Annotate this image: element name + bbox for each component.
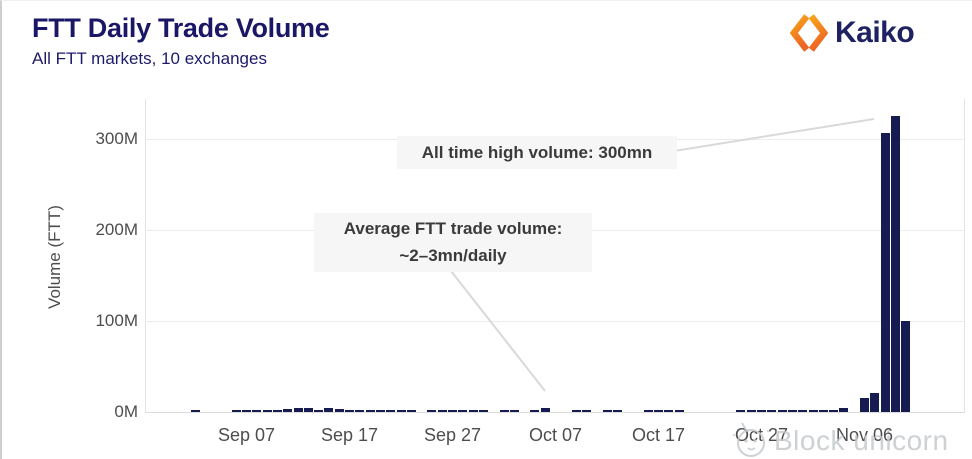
volume-bar-Sep-08 <box>252 410 262 412</box>
x-tick-Sep-07: Sep 07 <box>217 425 276 445</box>
volume-bar-Sep-09 <box>262 410 272 412</box>
y-tick-0M: 0M <box>114 402 138 421</box>
volume-bar-Sep-21 <box>386 410 396 412</box>
kaiko-wordmark: Kaiko <box>835 16 915 49</box>
volume-bar-Nov-02 <box>818 410 828 412</box>
volume-bar-Sep-12 <box>293 408 303 412</box>
volume-bar-Sep-15 <box>324 408 334 412</box>
volume-bar-Oct-30 <box>787 410 797 412</box>
volume-bar-Oct-19 <box>674 410 684 412</box>
volume-bar-Sep-14 <box>314 410 324 412</box>
volume-bar-Sep-13 <box>303 408 313 412</box>
page-subtitle: All FTT markets, 10 exchanges <box>32 49 267 68</box>
gridline-100M <box>145 321 964 322</box>
annotation-all-time-high: All time high volume: 300mn <box>397 136 677 169</box>
annotation-average-volume: Average FTT trade volume: ~2–3mn/daily <box>314 213 592 272</box>
y-tick-300M: 300M <box>95 129 138 148</box>
volume-bar-Nov-10 <box>901 321 911 412</box>
y-axis-line <box>145 99 146 413</box>
x-tick-Nov-06: Nov 06 <box>835 425 894 445</box>
x-tick-Oct-07: Oct 07 <box>528 425 583 445</box>
volume-bar-Oct-27 <box>757 410 766 412</box>
volume-bar-Oct-17 <box>654 410 663 412</box>
volume-bar-Sep-18 <box>355 410 365 412</box>
annotation-all-time-high-text: All time high volume: 300mn <box>421 142 653 162</box>
volume-bar-Sep-29 <box>468 410 478 412</box>
volume-bar-Nov-06 <box>860 398 869 412</box>
volume-bar-Nov-07 <box>870 393 880 412</box>
volume-bar-Sep-22 <box>396 410 406 412</box>
volume-bar-Oct-05 <box>530 410 540 412</box>
volume-bar-Sep-30 <box>478 410 488 412</box>
annotation-average-line2: ~2–3mn/daily <box>399 245 507 265</box>
volume-bar-Nov-01 <box>808 410 818 412</box>
volume-bar-Oct-10 <box>581 410 591 412</box>
volume-bar-Oct-16 <box>643 410 653 412</box>
volume-bar-Sep-10 <box>272 410 282 412</box>
kaiko-logo: Kaiko <box>790 14 915 52</box>
y-tick-100M: 100M <box>95 311 138 330</box>
volume-bar-Sep-17 <box>345 410 354 412</box>
volume-bar-Sep-28 <box>458 410 468 412</box>
volume-bar-Oct-28 <box>767 410 777 412</box>
volume-bar-Oct-13 <box>612 410 622 412</box>
volume-bar-Nov-09 <box>890 116 900 412</box>
volume-bar-Sep-16 <box>334 409 344 412</box>
volume-bar-Sep-11 <box>283 409 293 412</box>
volume-bar-Sep-20 <box>375 410 385 412</box>
x-tick-Oct-17: Oct 17 <box>631 425 686 445</box>
volume-bar-Sep-27 <box>448 410 457 412</box>
annotation-average-line1: Average FTT trade volume: <box>343 219 563 239</box>
kaiko-diamond-icon <box>790 14 828 52</box>
volume-bar-Oct-09 <box>571 410 581 412</box>
volume-bar-Sep-07 <box>242 410 251 412</box>
volume-bar-Oct-29 <box>777 410 787 412</box>
x-tick-Sep-27: Sep 27 <box>423 425 482 445</box>
volume-bar-Oct-25 <box>736 410 746 412</box>
volume-bar-Oct-03 <box>509 410 519 412</box>
volume-bar-Nov-03 <box>829 410 839 412</box>
x-tick-Oct-27: Oct 27 <box>734 425 789 445</box>
volume-bar-Oct-26 <box>746 410 756 412</box>
volume-bar-Oct-31 <box>798 410 808 412</box>
volume-bar-Oct-12 <box>602 410 612 412</box>
volume-bar-Oct-06 <box>540 408 550 412</box>
volume-bar-Oct-02 <box>499 410 509 412</box>
gridline-0M <box>145 412 964 413</box>
volume-bar-Sep-19 <box>365 410 375 412</box>
y-tick-200M: 200M <box>95 220 138 239</box>
volume-bar-Nov-08 <box>880 133 890 412</box>
plot-right-border <box>964 99 965 413</box>
volume-bar-Sep-06 <box>231 410 241 412</box>
x-tick-Sep-17: Sep 17 <box>320 425 379 445</box>
volume-bar-Sep-02 <box>190 410 200 412</box>
volume-bar-Sep-23 <box>406 410 416 412</box>
volume-bar-Nov-04 <box>839 408 849 412</box>
page-title: FTT Daily Trade Volume <box>32 13 330 43</box>
volume-bar-Sep-26 <box>437 410 447 412</box>
volume-bar-Oct-18 <box>664 410 674 412</box>
volume-bar-Sep-25 <box>427 410 437 412</box>
